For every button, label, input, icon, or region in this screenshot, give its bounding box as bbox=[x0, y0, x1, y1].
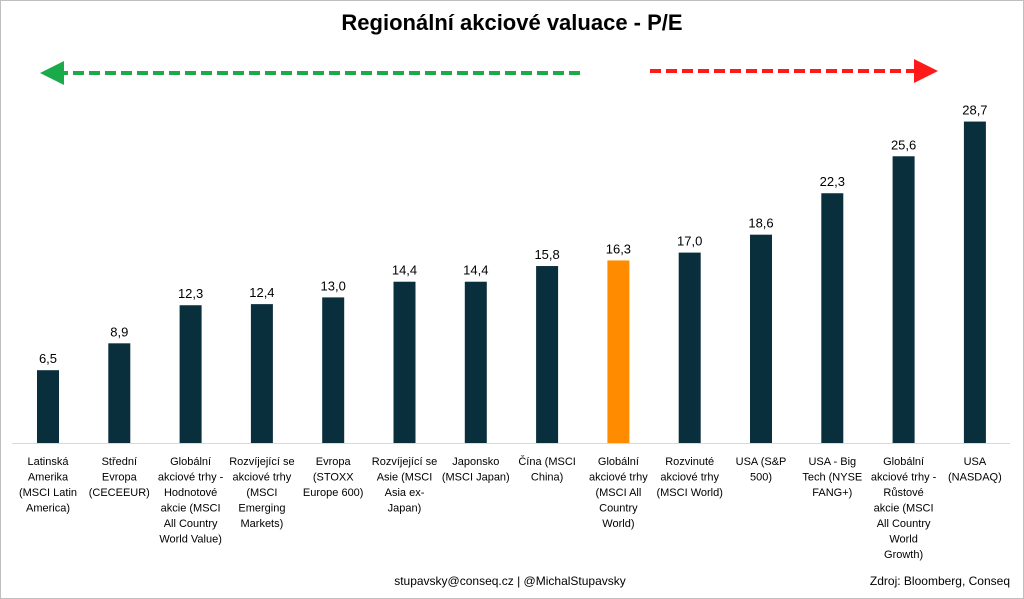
footer-source: Zdroj: Bloomberg, Conseq bbox=[869, 574, 1010, 588]
category-label-4: Rozvíjející se akciové trhy (MSCI Emerging M… bbox=[229, 456, 294, 530]
category-label-14: USA (NASDAQ) bbox=[948, 456, 1002, 484]
data-label-4: 12,4 bbox=[249, 285, 274, 300]
data-label-3: 12,3 bbox=[178, 286, 203, 301]
data-label-5: 13,0 bbox=[321, 278, 346, 293]
category-label-6: Rozvíjející se Asie (MSCI Asia ex-Japan) bbox=[372, 456, 437, 515]
category-label-1: Latinská Amerika (MSCI Latin America) bbox=[19, 456, 77, 515]
bar-6 bbox=[393, 281, 416, 443]
bar-8 bbox=[536, 266, 559, 443]
category-label-2: Střední Evropa (CECEEUR) bbox=[89, 456, 150, 499]
bar-2 bbox=[108, 343, 131, 443]
bar-4 bbox=[250, 304, 273, 443]
bar-13 bbox=[892, 156, 915, 443]
data-label-7: 14,4 bbox=[463, 263, 488, 278]
right-arrow-head bbox=[914, 59, 938, 83]
data-label-10: 17,0 bbox=[677, 234, 702, 249]
data-label-14: 28,7 bbox=[962, 103, 987, 118]
data-label-11: 18,6 bbox=[748, 216, 773, 231]
category-label-13: Globální akciové trhy -Růstové akcie (MSCI… bbox=[871, 456, 937, 561]
footer-contact: stupavsky@conseq.cz | @MichalStupavsky bbox=[394, 574, 626, 588]
data-label-2: 8,9 bbox=[110, 324, 128, 339]
category-label-8: Čína (MSCI China) bbox=[518, 455, 575, 484]
bar-1 bbox=[37, 370, 59, 443]
data-label-1: 6,5 bbox=[39, 351, 57, 366]
data-label-13: 25,6 bbox=[891, 137, 916, 152]
category-label-9: Globální akciové trhy (MSCI All Country Worl… bbox=[589, 456, 648, 530]
bar-12 bbox=[821, 193, 844, 443]
category-label-7: Japonsko (MSCI Japan) bbox=[442, 456, 510, 484]
category-label-3: Globální akciové trhy -Hodnotové akcie (MS… bbox=[158, 456, 224, 546]
category-label-12: USA - Big Tech (NYSE FANG+) bbox=[802, 456, 862, 499]
bar-3 bbox=[179, 305, 202, 443]
left-arrow-head bbox=[40, 61, 64, 85]
data-label-6: 14,4 bbox=[392, 263, 417, 278]
bar-10 bbox=[678, 252, 701, 443]
data-label-12: 22,3 bbox=[820, 174, 845, 189]
data-label-9: 16,3 bbox=[606, 241, 631, 256]
category-label-5: Evropa (STOXX Europe 600) bbox=[303, 456, 364, 499]
bar-7 bbox=[464, 281, 487, 443]
data-label-8: 15,8 bbox=[534, 247, 559, 262]
bar-11 bbox=[750, 234, 772, 443]
bar-14 bbox=[963, 121, 986, 443]
category-label-10: Rozvinuté akciové trhy (MSCI World) bbox=[656, 456, 722, 499]
bar-9 bbox=[607, 260, 630, 443]
bar-5 bbox=[322, 297, 345, 443]
chart-title: Regionální akciové valuace - P/E bbox=[341, 10, 683, 35]
category-label-11: USA (S&P 500) bbox=[736, 456, 787, 484]
